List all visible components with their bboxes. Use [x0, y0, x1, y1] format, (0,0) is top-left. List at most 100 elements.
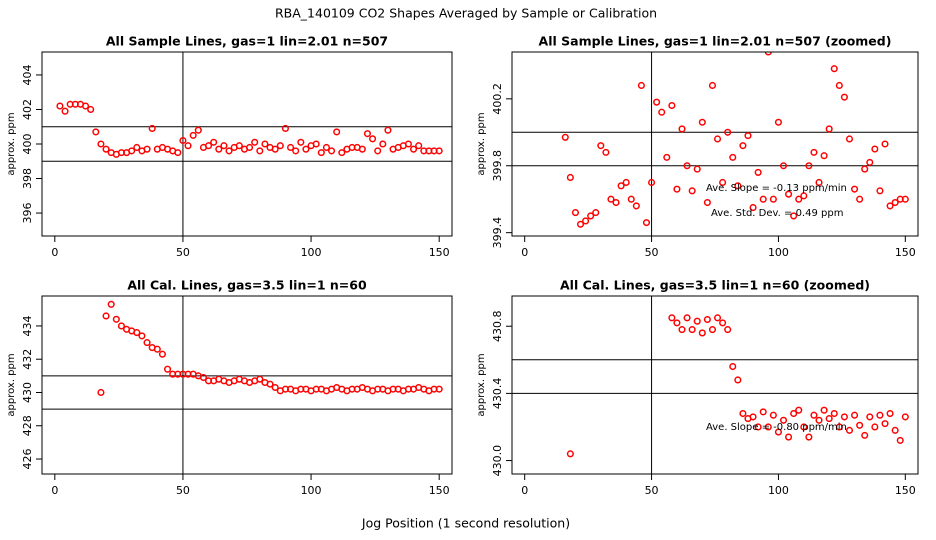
point — [810, 411, 818, 419]
point — [566, 450, 574, 458]
y-tick-label: 399.8 — [491, 150, 504, 182]
point — [561, 133, 569, 141]
point — [261, 140, 269, 148]
point — [901, 413, 909, 421]
point — [703, 315, 711, 324]
y-axis-label: approx. ppm — [476, 112, 487, 175]
point — [693, 317, 701, 325]
point — [678, 326, 686, 334]
x-tick-label: 50 — [645, 246, 659, 259]
point — [764, 423, 772, 431]
annotation: Ave. Slope = -0.80 ppm/min — [706, 422, 847, 433]
plot-frame — [511, 51, 919, 237]
point — [617, 182, 625, 190]
point — [184, 142, 192, 150]
point — [734, 376, 742, 384]
point — [582, 217, 590, 225]
point — [97, 140, 105, 148]
y-tick-label: 400 — [21, 134, 34, 155]
point — [774, 118, 782, 126]
point — [754, 168, 762, 176]
point — [143, 145, 151, 153]
point — [881, 420, 889, 428]
point — [719, 319, 727, 327]
point — [790, 409, 798, 418]
y-tick-label: 402 — [21, 99, 34, 120]
point — [92, 128, 100, 136]
point — [205, 142, 213, 150]
point — [194, 126, 202, 134]
point — [845, 426, 854, 434]
point — [179, 136, 187, 145]
point — [698, 329, 706, 337]
point — [729, 362, 737, 371]
point — [830, 65, 838, 73]
point — [333, 128, 341, 136]
y-tick-label: 432 — [21, 349, 34, 370]
point — [158, 350, 166, 358]
point — [668, 101, 676, 110]
point — [673, 319, 681, 327]
point — [845, 135, 854, 143]
point — [683, 314, 691, 322]
point — [795, 406, 803, 414]
point — [148, 124, 156, 133]
point — [246, 143, 254, 152]
y-tick-label: 396 — [21, 203, 34, 224]
point — [785, 190, 793, 198]
point — [256, 147, 264, 155]
point — [668, 314, 676, 322]
x-axis-label: Jog Position (1 second resolution) — [361, 516, 570, 531]
plot-frame — [41, 295, 453, 475]
point — [871, 423, 879, 431]
point — [805, 162, 813, 170]
point — [592, 209, 600, 217]
y-axis-label: approx. ppm — [6, 112, 17, 175]
x-tick-label: 100 — [301, 246, 322, 259]
y-axis-label: approx. ppm — [6, 353, 17, 416]
point — [673, 185, 681, 193]
point — [164, 365, 172, 373]
point — [795, 195, 803, 203]
figure-title: RBA_140109 CO2 Shapes Averaged by Sample… — [275, 6, 657, 21]
point — [87, 105, 95, 114]
panel — [512, 296, 918, 474]
point — [384, 126, 392, 134]
y-axis-label: approx. ppm — [476, 353, 487, 416]
point — [435, 385, 443, 393]
point — [102, 312, 110, 320]
point — [861, 431, 869, 439]
point — [876, 187, 884, 195]
annotation: Ave. Slope = -0.13 ppm/min — [706, 183, 847, 194]
point — [800, 423, 808, 431]
point — [658, 108, 666, 116]
point — [856, 421, 864, 429]
point — [866, 158, 874, 166]
point — [220, 142, 228, 150]
point — [891, 426, 899, 434]
point — [256, 375, 264, 383]
panel — [512, 52, 918, 236]
point — [133, 143, 141, 152]
point — [861, 165, 869, 173]
point — [713, 135, 722, 143]
point — [587, 212, 595, 220]
point — [769, 411, 777, 419]
point — [881, 140, 889, 148]
point — [415, 142, 423, 150]
point — [369, 135, 377, 143]
plot-frame — [511, 295, 919, 475]
x-tick-label: 100 — [768, 484, 789, 497]
point — [708, 326, 717, 334]
point — [724, 326, 732, 334]
point — [571, 209, 579, 217]
point — [901, 195, 909, 203]
point — [637, 81, 645, 90]
point — [688, 187, 696, 195]
point — [810, 148, 818, 156]
point — [138, 332, 146, 340]
point — [287, 143, 295, 152]
point — [749, 204, 757, 212]
point — [117, 322, 125, 330]
point — [698, 118, 706, 126]
